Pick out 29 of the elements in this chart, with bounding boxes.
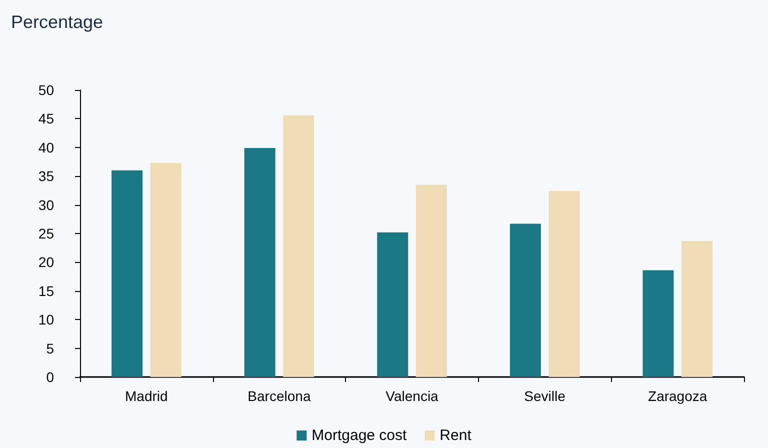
- bar: [150, 162, 182, 377]
- x-tick-label: Zaragoza: [648, 388, 708, 404]
- bar: [510, 224, 541, 377]
- y-tick-label: 15: [38, 282, 54, 299]
- y-tick-label: 30: [38, 196, 54, 213]
- x-tick-label: Valencia: [386, 388, 439, 404]
- y-tick-label: 35: [38, 168, 54, 184]
- legend-label: Rent: [440, 427, 472, 444]
- bar: [377, 232, 408, 377]
- bar: [681, 240, 712, 377]
- x-tick-label: Barcelona: [248, 388, 311, 404]
- x-tick-label: Seville: [524, 388, 566, 404]
- y-tick-label: 45: [38, 110, 54, 127]
- bar: [548, 191, 580, 377]
- x-tick-label: Madrid: [125, 388, 168, 404]
- y-tick-label: 25: [38, 226, 54, 242]
- bar: [416, 184, 447, 377]
- legend-label: Mortgage cost: [312, 427, 408, 444]
- y-tick-label: 50: [38, 82, 54, 98]
- y-tick-label: 5: [46, 340, 54, 356]
- bar: [244, 148, 276, 377]
- bar: [112, 170, 143, 377]
- bar: [283, 115, 314, 377]
- y-tick-label: 10: [38, 312, 54, 328]
- bar: [642, 270, 674, 377]
- y-tick-label: 0: [46, 369, 54, 385]
- y-tick-label: 40: [38, 139, 54, 156]
- chart-title: Percentage: [11, 12, 104, 32]
- y-tick-label: 20: [38, 254, 54, 270]
